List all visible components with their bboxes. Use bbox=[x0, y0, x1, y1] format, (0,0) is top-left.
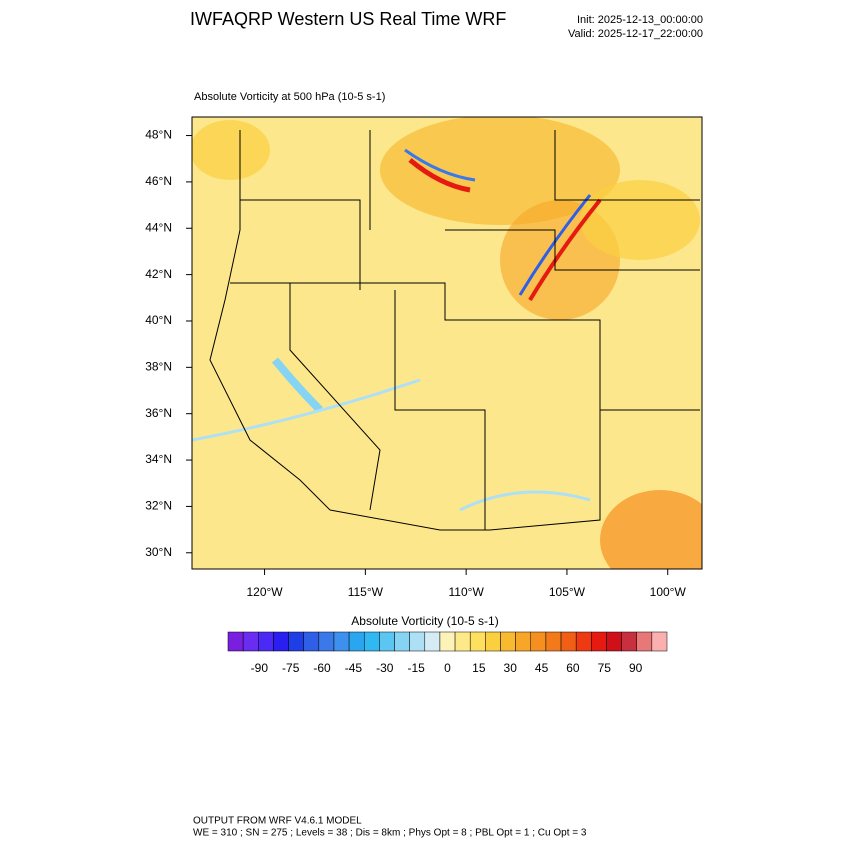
y-tick-label: 30°N bbox=[145, 545, 172, 559]
colorbar-swatch bbox=[621, 631, 637, 652]
colorbar-swatch bbox=[575, 631, 592, 652]
colorbar-swatch bbox=[651, 631, 668, 652]
colorbar-swatch bbox=[636, 631, 653, 652]
colorbar-swatch bbox=[500, 631, 516, 652]
colorbar-label: 45 bbox=[535, 661, 549, 675]
y-tick-label: 46°N bbox=[145, 174, 172, 188]
colorbar-swatch bbox=[318, 631, 335, 652]
init-time: Init: 2025-12-13_00:00:00 bbox=[577, 14, 703, 26]
colorbar-swatch bbox=[606, 631, 622, 652]
x-tick-label: 105°W bbox=[549, 585, 586, 599]
footer-line: WE = 310 ; SN = 275 ; Levels = 38 ; Dis … bbox=[193, 828, 587, 839]
x-tick-label: 110°W bbox=[449, 585, 485, 599]
valid-time: Valid: 2025-12-17_22:00:00 bbox=[568, 28, 703, 40]
colorbar-swatch bbox=[273, 631, 289, 652]
footer-line: OUTPUT FROM WRF V4.6.1 MODEL bbox=[193, 816, 362, 827]
colorbar-swatch bbox=[454, 631, 471, 652]
x-tick-label: 115°W bbox=[348, 585, 384, 599]
x-tick-label: 120°W bbox=[246, 585, 283, 599]
colorbar-swatch bbox=[227, 631, 244, 652]
colorbar-swatch bbox=[258, 631, 274, 652]
colorbar-swatch bbox=[348, 631, 365, 652]
colorbar-swatch bbox=[530, 631, 547, 652]
colorbar-swatch bbox=[591, 631, 607, 652]
colorbar-swatch bbox=[560, 631, 577, 652]
colorbar-swatch bbox=[303, 631, 320, 652]
colorbar-swatch bbox=[469, 631, 486, 652]
colorbar-swatch bbox=[288, 631, 304, 652]
colorbar-swatch bbox=[363, 631, 380, 652]
colorbar-swatch bbox=[424, 631, 441, 652]
colorbar-label: -15 bbox=[407, 661, 425, 675]
colorbar-swatch bbox=[515, 631, 532, 652]
y-tick-label: 44°N bbox=[145, 220, 172, 234]
map-subtitle: Absolute Vorticity at 500 hPa (10-5 s-1) bbox=[194, 91, 385, 103]
title: IWFAQRP Western US Real Time WRF bbox=[190, 9, 506, 29]
colorbar-swatch bbox=[485, 631, 501, 652]
colorbar-swatch bbox=[394, 631, 410, 652]
y-tick-label: 48°N bbox=[145, 128, 172, 142]
colorbar-label: 30 bbox=[504, 661, 518, 675]
colorbar-swatch bbox=[379, 631, 395, 652]
colorbar-label: -45 bbox=[345, 661, 363, 675]
colorbar-label: -75 bbox=[282, 661, 300, 675]
colorbar-swatch bbox=[545, 631, 562, 652]
colorbar-title: Absolute Vorticity (10-5 s-1) bbox=[351, 614, 498, 628]
field bbox=[192, 117, 702, 569]
colorbar-swatch bbox=[439, 631, 456, 652]
colorbar-label: 60 bbox=[566, 661, 580, 675]
colorbar-label: 75 bbox=[598, 661, 612, 675]
y-tick-label: 42°N bbox=[145, 267, 172, 281]
colorbar-swatch bbox=[242, 631, 259, 652]
y-tick-label: 40°N bbox=[145, 313, 172, 327]
y-tick-label: 36°N bbox=[145, 406, 172, 420]
colorbar-swatch bbox=[409, 631, 426, 652]
y-tick-label: 34°N bbox=[145, 452, 172, 466]
colorbar-label: 0 bbox=[444, 661, 451, 675]
map-frame bbox=[191, 116, 703, 570]
colorbar-label: -30 bbox=[376, 661, 394, 675]
colorbar-swatch bbox=[333, 631, 350, 652]
colorbar-label: -60 bbox=[313, 661, 331, 675]
colorbar-label: 90 bbox=[629, 661, 643, 675]
y-tick-label: 38°N bbox=[145, 360, 172, 374]
x-tick-label: 100°W bbox=[650, 585, 687, 599]
colorbar-label: 15 bbox=[472, 661, 486, 675]
y-tick-label: 32°N bbox=[145, 499, 172, 513]
colorbar-label: -90 bbox=[251, 661, 269, 675]
